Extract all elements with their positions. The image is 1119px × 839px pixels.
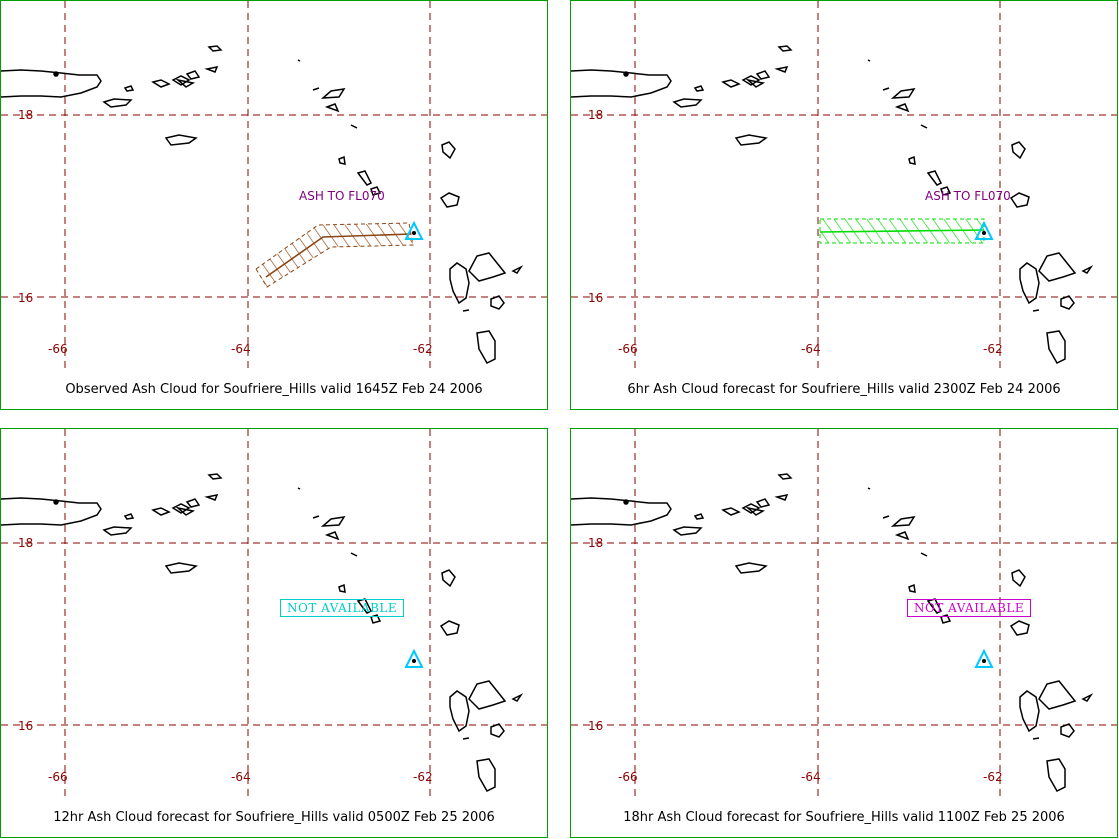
ash-altitude-label: ASH TO FL070 — [925, 189, 1011, 203]
lat-label-18: 18 — [588, 108, 604, 122]
lon-label-64: -64 — [801, 770, 821, 784]
panel-caption: Observed Ash Cloud for Soufriere_Hills v… — [65, 382, 483, 397]
lat-label-18: 18 — [18, 536, 34, 550]
ash-cloud-forecast — [819, 218, 985, 244]
coastlines — [1, 473, 522, 792]
lat-label-16: 16 — [588, 291, 604, 305]
grid-lines — [571, 429, 1117, 801]
map-canvas — [1, 1, 547, 373]
volcano-icon — [404, 220, 424, 240]
map-panel-6hr: 18 16 -66 -64 -62 ASH TO FL070 6hr Ash C… — [570, 0, 1118, 410]
lon-label-62: -62 — [413, 342, 433, 356]
lon-label-62: -62 — [983, 342, 1003, 356]
lon-label-62: -62 — [983, 770, 1003, 784]
map-panel-18hr: 18 16 -66 -64 -62 NOT AVAILABLE 18hr Ash… — [570, 428, 1118, 838]
lon-label-66: -66 — [618, 342, 638, 356]
lon-label-64: -64 — [801, 342, 821, 356]
map-canvas — [571, 429, 1117, 801]
volcano-icon — [974, 648, 994, 668]
lat-label-16: 16 — [588, 719, 604, 733]
ash-cloud-observed — [255, 222, 414, 288]
coastlines — [571, 45, 1092, 364]
lon-label-64: -64 — [231, 342, 251, 356]
lat-label-18: 18 — [18, 108, 34, 122]
grid-lines — [571, 1, 1117, 373]
coastlines — [1, 45, 522, 364]
grid-lines — [1, 429, 547, 801]
coastlines — [571, 473, 1092, 792]
panel-caption: 12hr Ash Cloud forecast for Soufriere_Hi… — [53, 810, 495, 825]
lat-label-16: 16 — [18, 291, 34, 305]
not-available-notice: NOT AVAILABLE — [907, 599, 1032, 617]
map-panel-observed: 18 16 -66 -64 -62 ASH TO FL070 Observed … — [0, 0, 548, 410]
panel-caption: 6hr Ash Cloud forecast for Soufriere_Hil… — [627, 382, 1061, 397]
lat-label-16: 16 — [18, 719, 34, 733]
lon-label-64: -64 — [231, 770, 251, 784]
lon-label-62: -62 — [413, 770, 433, 784]
ash-altitude-label: ASH TO FL070 — [299, 189, 385, 203]
volcano-icon — [404, 648, 424, 668]
volcano-icon — [974, 220, 994, 240]
grid-lines — [1, 1, 547, 373]
lon-label-66: -66 — [618, 770, 638, 784]
lon-label-66: -66 — [48, 342, 68, 356]
map-panel-12hr: 18 16 -66 -64 -62 NOT AVAILABLE 12hr Ash… — [0, 428, 548, 838]
lon-label-66: -66 — [48, 770, 68, 784]
not-available-notice: NOT AVAILABLE — [280, 599, 405, 617]
map-canvas — [571, 1, 1117, 373]
panel-caption: 18hr Ash Cloud forecast for Soufriere_Hi… — [623, 810, 1065, 825]
map-canvas — [1, 429, 547, 801]
lat-label-18: 18 — [588, 536, 604, 550]
